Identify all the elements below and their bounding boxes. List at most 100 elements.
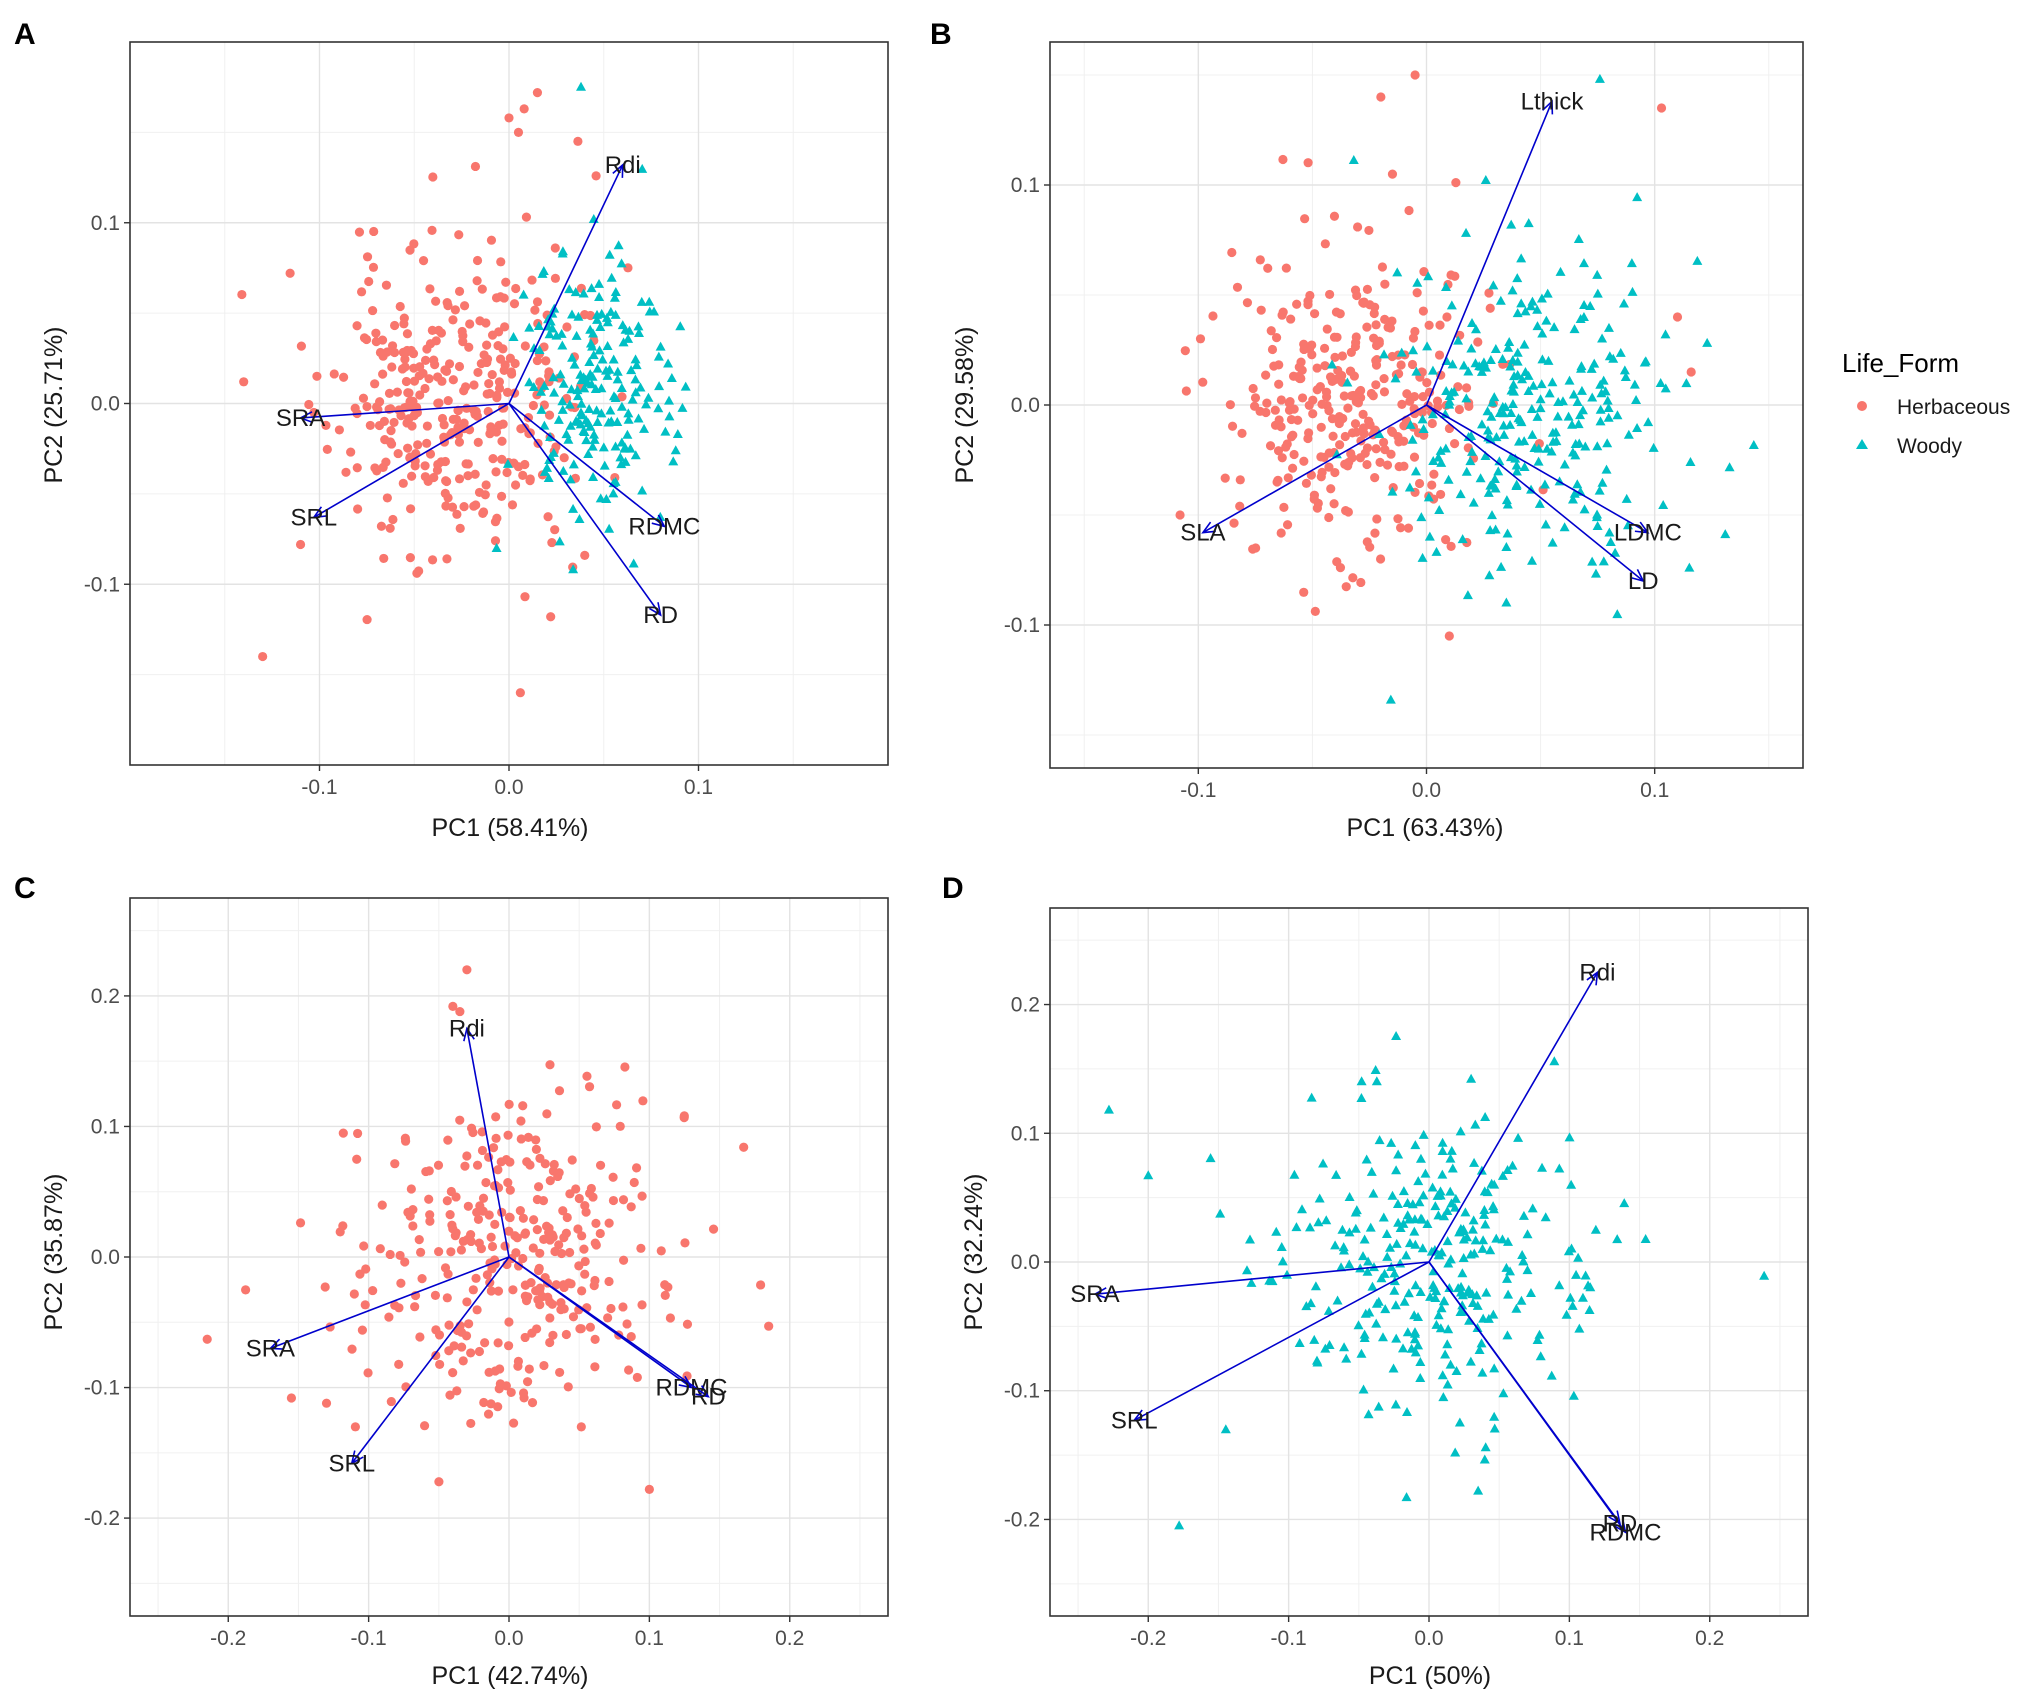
point-woody — [1477, 1367, 1488, 1377]
point-herbaceous — [1419, 267, 1429, 277]
point-woody — [576, 398, 587, 408]
point-herbaceous — [532, 1224, 542, 1235]
point-woody — [1456, 1281, 1467, 1291]
loading-label-sra: SRA — [1070, 1281, 1119, 1308]
point-herbaceous — [527, 1328, 537, 1338]
loading-arrow-ld — [1425, 404, 1644, 582]
point-herbaceous — [376, 521, 387, 531]
point-woody — [1724, 462, 1735, 472]
point-herbaceous — [362, 401, 372, 412]
point-woody — [1622, 520, 1633, 530]
point-herbaceous — [1414, 478, 1425, 489]
point-herbaceous — [1256, 305, 1266, 315]
point-herbaceous — [1395, 523, 1406, 533]
point-herbaceous — [1454, 404, 1464, 415]
point-woody — [1547, 427, 1558, 437]
point-woody — [548, 372, 559, 382]
point-woody — [664, 395, 675, 405]
point-herbaceous — [1362, 537, 1372, 547]
loading-label-srl: SRL — [328, 1450, 375, 1477]
point-herbaceous — [486, 425, 496, 435]
point-woody — [1564, 375, 1575, 385]
point-herbaceous — [1370, 473, 1380, 483]
point-herbaceous — [1396, 360, 1406, 370]
point-herbaceous — [304, 399, 314, 410]
point-herbaceous — [1441, 535, 1451, 545]
point-herbaceous — [321, 1398, 332, 1408]
point-herbaceous — [454, 361, 465, 372]
point-herbaceous — [1279, 502, 1289, 512]
point-woody — [1410, 1347, 1421, 1357]
point-herbaceous — [1303, 300, 1313, 310]
point-herbaceous — [1347, 428, 1358, 438]
point-herbaceous — [428, 172, 438, 182]
point-herbaceous — [1310, 309, 1320, 319]
point-woody — [1428, 1266, 1439, 1276]
point-herbaceous — [448, 375, 458, 385]
point-herbaceous — [461, 459, 471, 469]
point-woody — [1486, 411, 1497, 421]
point-woody — [1379, 349, 1390, 359]
point-woody — [1502, 528, 1513, 538]
y-tick-label: 0.2 — [91, 985, 120, 1008]
point-herbaceous — [423, 476, 433, 486]
point-herbaceous — [501, 277, 511, 287]
points-b — [1175, 70, 1759, 704]
arrowhead-rd — [1608, 1510, 1622, 1525]
point-herbaceous — [502, 387, 513, 397]
point-woody — [1640, 1234, 1651, 1244]
y-tick-label: 0.2 — [1011, 994, 1040, 1017]
x-tick-label: 0.2 — [1695, 1627, 1724, 1650]
point-woody — [612, 416, 623, 426]
point-herbaceous — [1371, 340, 1382, 351]
point-woody — [1401, 1492, 1412, 1502]
point-herbaceous — [480, 1338, 490, 1348]
point-herbaceous — [1208, 311, 1218, 321]
point-woody — [572, 391, 583, 401]
point-herbaceous — [386, 439, 397, 449]
point-herbaceous — [660, 1290, 670, 1300]
arrowhead-rdi — [463, 1026, 475, 1042]
x-tick-label: -0.1 — [301, 776, 337, 799]
point-herbaceous — [1324, 406, 1334, 416]
points-d — [1103, 1031, 1770, 1530]
point-woody — [1401, 1250, 1412, 1260]
point-woody — [1532, 1334, 1543, 1344]
point-woody — [1501, 541, 1512, 551]
point-woody — [637, 485, 648, 495]
point-woody — [1428, 455, 1439, 465]
point-woody — [1417, 552, 1428, 562]
point-herbaceous — [400, 1136, 411, 1146]
point-woody — [1246, 1277, 1257, 1287]
point-herbaceous — [413, 440, 423, 450]
point-woody — [1143, 1170, 1154, 1180]
point-herbaceous — [434, 1477, 444, 1487]
loading-label-sra: SRA — [246, 1335, 295, 1362]
loading-arrow-srl — [1133, 1261, 1430, 1422]
point-woody — [1482, 406, 1493, 416]
point-woody — [1430, 1201, 1441, 1211]
point-woody — [616, 459, 627, 469]
point-woody — [1643, 417, 1654, 427]
point-herbaceous — [1324, 462, 1334, 472]
point-herbaceous — [618, 1255, 629, 1265]
point-herbaceous — [1273, 446, 1284, 456]
point-herbaceous — [462, 1151, 472, 1161]
point-herbaceous — [469, 380, 479, 390]
point-herbaceous — [1417, 407, 1428, 417]
point-herbaceous — [656, 1246, 666, 1256]
point-woody — [1468, 497, 1479, 507]
point-herbaceous — [1263, 263, 1273, 273]
point-woody — [1544, 388, 1555, 398]
point-woody — [586, 379, 597, 389]
point-herbaceous — [515, 1205, 525, 1216]
point-herbaceous — [603, 1313, 613, 1323]
point-herbaceous — [394, 405, 404, 415]
x-tick-label: -0.1 — [1271, 1627, 1307, 1650]
point-woody — [1485, 525, 1496, 535]
loading-label-rdmc: RDMC — [628, 513, 700, 540]
point-woody — [1660, 383, 1671, 393]
point-herbaceous — [561, 1329, 571, 1340]
point-herbaceous — [494, 383, 505, 393]
loading-arrow-sra — [270, 1256, 510, 1350]
